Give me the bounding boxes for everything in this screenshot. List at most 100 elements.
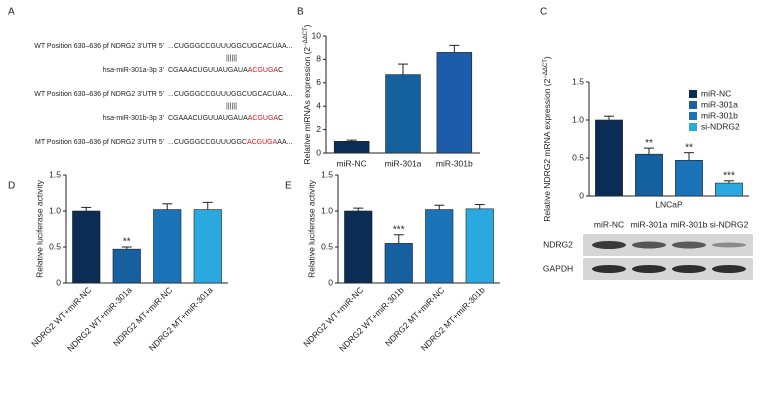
bar [193,209,222,284]
legend-label: miR-NC [701,88,731,98]
sequence-segment: ACGUGA [248,115,279,122]
y-tick-label: 0 [316,147,321,157]
y-tick-label: 1.5 [572,76,584,86]
sequence-segment: C [278,67,283,74]
sequence-segment: ACGUGA [247,139,278,146]
sequence-segment: ...CUGGGCCGUUUGGCUGCACUAA... [168,43,293,50]
y-tick-label: 6 [316,77,321,87]
significance: *** [393,224,405,235]
panel-label: E [285,181,292,192]
y-tick-label: 0.5 [321,241,333,251]
sequence: ...CUGGGCCGUUUGGCACGUGAAA... [168,139,293,146]
bar [436,52,473,154]
y-tick-label: 0 [56,277,61,287]
sequence-segment: ...CUGGGCCGUUUGGC [168,139,247,146]
y-tick-label: 1.0 [321,205,333,215]
blot-band [672,265,706,273]
y-axis-label: Relative luciferase activity [34,179,44,278]
blot-band [632,241,666,249]
sequence-segment: |||||| [226,103,237,110]
sequence-label: hsa-miR-301b-3p 3' [103,115,164,122]
sequence-segment: |||||| [226,55,237,62]
legend-swatch [689,112,697,120]
bar [384,243,413,284]
x-tick-label: miR-301a [385,158,422,168]
bar [72,210,101,284]
y-axis-label: Relative NDRG2 mRNA expression (2−ΔΔCT) [542,56,552,222]
blot-band [712,242,746,248]
y-axis-label-part: Relative NDRG2 mRNA expression (2 [542,78,552,221]
x-tick-label: miR-NC [337,158,367,168]
panel-label: A [8,7,15,18]
bar [425,209,454,284]
bar [715,182,743,197]
bar [595,119,623,197]
sequence: |||||| [226,103,237,110]
y-tick-label: 1.5 [49,169,61,179]
sequence: CGAAACUGUUAUGAUAACGUGAC [168,67,283,74]
sequence-label: WT Position 630–636 pf NDRG2 3'UTR 5' [34,91,164,98]
bar [153,209,182,284]
blot-row-label: NDRG2 [543,239,573,249]
significance: *** [723,170,735,181]
blot-row-label: GAPDH [543,263,573,273]
y-tick-label: 0.5 [572,152,584,162]
bar [344,210,373,284]
sequence-label: hsa-miR-301a-3p 3' [103,67,164,74]
sequence-label: MT Position 630–636 pf NDRG2 3'UTR 5' [35,139,164,146]
bar [675,159,703,197]
legend-swatch [689,123,697,131]
blot-column-label: si-NDRG2 [710,219,749,229]
y-tick-label: 8 [316,54,321,64]
bar [333,141,370,154]
x-axis-label: LNCaP [655,199,683,209]
bar [385,74,421,154]
y-tick-label: 2 [316,124,321,134]
y-tick-label: 0.5 [49,241,61,251]
y-tick-label: 1.0 [49,205,61,215]
legend-label: miR-301a [701,99,738,109]
sequence: |||||| [226,55,237,62]
panel-label: C [540,7,547,18]
bar [635,153,663,197]
blot-strip [583,234,753,256]
y-tick-label: 0 [579,190,584,200]
significance: ** [645,138,653,149]
legend-label: si-NDRG2 [701,121,740,131]
sequence-segment: ...CUGGGCCGUUUGGCUGCACUAA... [168,91,293,98]
bar [465,208,494,284]
legend-label: miR-301b [701,110,738,120]
legend-swatch [689,101,697,109]
y-axis-label-part: −ΔΔCT [543,59,549,79]
blot-band [592,241,626,249]
sequence-panel: WT Position 630–636 pf NDRG2 3'UTR 5'...… [34,43,292,146]
y-tick-label: 1.5 [321,169,333,179]
sequence: ...CUGGGCCGUUUGGCUGCACUAA... [168,91,293,98]
x-tick-label: miR-301b [436,158,473,168]
sequence-segment: ACGUGA [248,67,279,74]
significance: ** [123,237,131,248]
legend-swatch [689,90,697,98]
sequence: CGAAACUGUUAUGAUAACGUGAC [168,115,283,122]
sequence-segment: CGAAACUGUUAUGAUA [168,67,248,74]
y-tick-label: 4 [316,100,321,110]
blot-column-label: miR-NC [594,219,624,229]
sequence-label: WT Position 630–636 pf NDRG2 3'UTR 5' [34,43,164,50]
blot-band [672,241,706,249]
y-tick-label: 1.0 [572,114,584,124]
blot-band [712,265,746,273]
panel-label: D [8,181,15,192]
sequence: ...CUGGGCCGUUUGGCUGCACUAA... [168,43,293,50]
panel-label: B [297,7,304,18]
y-tick-label: 0 [328,277,333,287]
sequence-segment: C [278,115,283,122]
y-axis-label: Relative luciferase activity [306,179,316,278]
y-axis-label-part: ) [302,24,312,27]
blot-strip [583,258,753,280]
y-axis-label: Relative miRNAs expression (2−ΔΔCT) [302,24,312,164]
significance: ** [685,142,693,153]
y-axis-label-part: Relative miRNAs expression (2 [302,47,312,165]
blot-band [632,265,666,273]
blot-column-label: miR-301a [631,219,668,229]
